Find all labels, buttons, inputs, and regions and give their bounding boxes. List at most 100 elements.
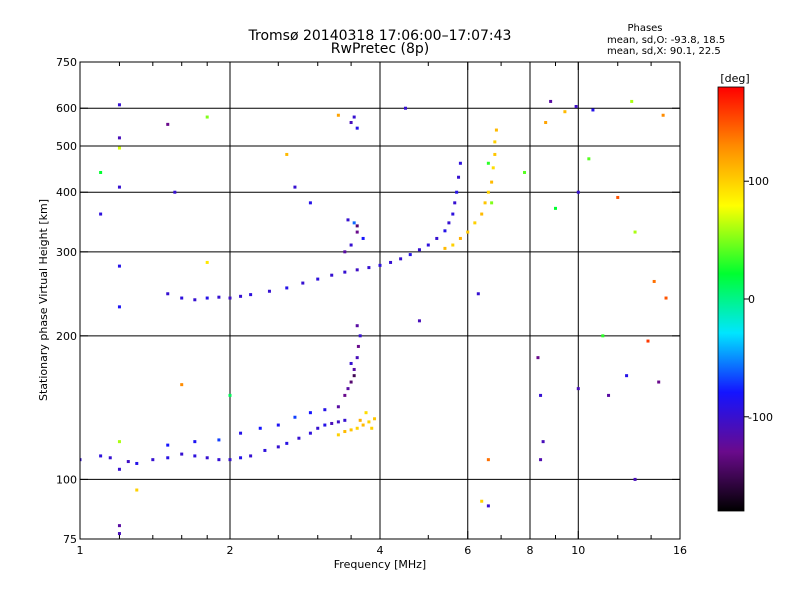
x-tick-label: 4 — [377, 544, 384, 557]
data-point — [466, 230, 470, 234]
data-point — [80, 458, 82, 462]
data-point — [117, 524, 121, 528]
data-point — [285, 286, 289, 290]
data-point — [166, 456, 170, 460]
data-point — [239, 431, 243, 435]
data-point — [539, 393, 543, 397]
data-point — [473, 221, 477, 225]
data-point — [408, 253, 412, 257]
data-point — [117, 440, 121, 444]
data-point — [249, 454, 253, 458]
data-point — [349, 428, 353, 432]
data-point — [355, 324, 359, 328]
data-point — [173, 190, 177, 194]
data-point — [630, 99, 634, 103]
data-point — [117, 103, 121, 107]
data-point — [355, 230, 359, 234]
data-point — [285, 152, 289, 156]
data-point — [135, 488, 139, 492]
y-axis-ticks: 75 100 200 300 400 500 600 750 — [56, 56, 680, 546]
data-point — [607, 393, 611, 397]
data-point — [99, 170, 103, 174]
x-tick-label: 10 — [571, 544, 585, 557]
data-point — [205, 296, 209, 300]
data-point — [361, 236, 365, 240]
data-point — [117, 305, 121, 309]
data-point — [361, 423, 365, 427]
data-point — [343, 393, 347, 397]
data-point — [443, 229, 447, 233]
data-point — [591, 108, 595, 112]
data-point — [633, 230, 637, 234]
data-point — [457, 175, 461, 179]
data-point — [228, 458, 232, 462]
data-point — [493, 140, 497, 144]
data-point — [180, 296, 184, 300]
data-point — [151, 458, 155, 462]
data-point — [490, 180, 494, 184]
x-tick-label: 8 — [527, 544, 534, 557]
data-point — [267, 289, 271, 293]
x-tick-label: 2 — [227, 544, 234, 557]
data-point — [661, 113, 665, 117]
colorbar-tick-label: 100 — [748, 175, 769, 188]
colorbar-gradient — [717, 86, 745, 512]
data-point — [205, 456, 209, 460]
data-point — [447, 221, 451, 225]
data-point — [553, 206, 557, 210]
data-point — [455, 190, 459, 194]
data-point — [539, 458, 543, 462]
data-point — [563, 110, 567, 114]
data-point — [180, 383, 184, 387]
data-point — [117, 146, 121, 150]
data-point — [166, 122, 170, 126]
data-point — [352, 221, 356, 225]
data-point — [117, 136, 121, 140]
data-point — [336, 433, 340, 437]
data-point — [453, 201, 457, 205]
data-point — [664, 296, 668, 300]
data-point — [217, 438, 221, 442]
data-point — [417, 248, 421, 252]
data-point — [657, 380, 661, 384]
data-point — [587, 157, 591, 161]
y-tick-label: 500 — [56, 140, 77, 153]
colorbar-tick-label: 0 — [748, 293, 755, 306]
data-point — [399, 257, 403, 261]
data-point — [239, 294, 243, 298]
data-point — [549, 99, 553, 103]
data-point — [355, 126, 359, 130]
data-point — [343, 250, 347, 254]
data-point — [99, 212, 103, 216]
data-point — [293, 415, 297, 419]
data-point — [249, 293, 253, 297]
data-point — [205, 115, 209, 119]
data-point — [491, 166, 495, 170]
phase-colorbar: [deg] 100 0 -100 — [717, 72, 773, 512]
data-point — [217, 458, 221, 462]
data-point — [126, 460, 130, 464]
data-point — [352, 374, 356, 378]
data-point — [355, 268, 359, 272]
data-point — [193, 298, 197, 302]
data-point — [355, 224, 359, 228]
data-point — [373, 417, 377, 421]
data-point — [228, 296, 232, 300]
data-point — [476, 292, 480, 296]
data-point — [343, 430, 347, 434]
data-point — [239, 456, 243, 460]
data-point — [355, 356, 359, 360]
chart-subtitle: RwPretec (8p) — [331, 41, 429, 57]
data-point — [358, 334, 362, 338]
data-point — [108, 456, 112, 460]
data-point — [633, 477, 637, 481]
data-point — [646, 339, 650, 343]
data-point — [308, 201, 312, 205]
data-point — [458, 236, 462, 240]
y-axis-label: Stationary phase Virtual Height [km] — [37, 199, 50, 401]
data-point — [486, 190, 490, 194]
x-tick-label: 16 — [673, 544, 687, 557]
data-point — [480, 499, 484, 503]
data-point — [166, 443, 170, 447]
